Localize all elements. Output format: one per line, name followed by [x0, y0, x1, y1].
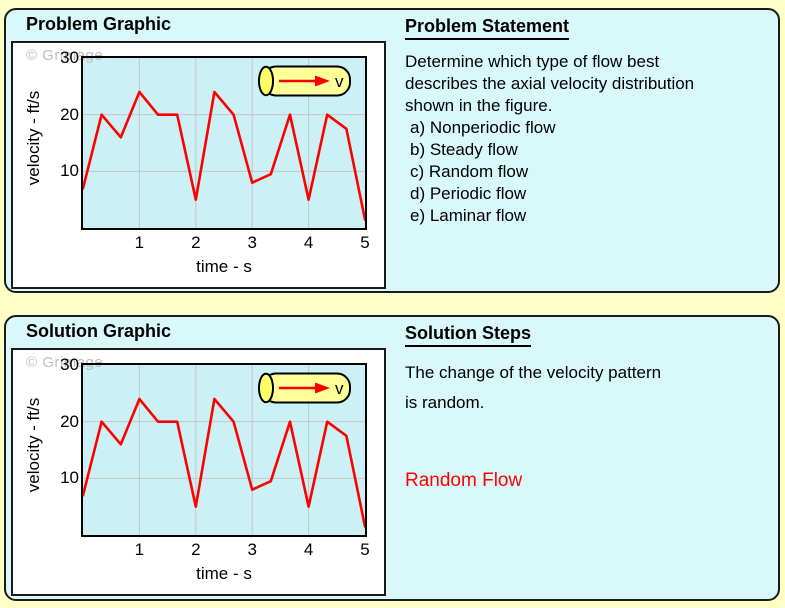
pipe-end-ellipse	[258, 65, 274, 97]
y-axis-label: velocity - ft/s	[24, 397, 43, 493]
problem-panel: Problem Graphic © Grimage velocity - ft/…	[4, 8, 780, 293]
y-tick-label: 30	[60, 48, 79, 67]
velocity-time-line-chart	[83, 58, 365, 228]
velocity-series-line	[83, 399, 365, 527]
steps-line: The change of the velocity pattern	[405, 363, 662, 382]
answer-option: d) Periodic flow	[410, 184, 527, 203]
answer-option: e) Laminar flow	[410, 206, 527, 225]
problem-statement-title: Problem Statement	[405, 16, 570, 40]
plot-area: v	[83, 365, 365, 535]
solution-steps-text: The change of the velocity pattern is ran…	[405, 358, 773, 418]
problem-graphic-title: Problem Graphic	[26, 14, 172, 34]
y-tick-label: 30	[60, 355, 79, 374]
solution-graphic-title: Solution Graphic	[26, 321, 172, 341]
watermark: © Grimage	[26, 354, 104, 371]
steps-line: is random.	[405, 393, 485, 412]
y-tick-label: 10	[60, 468, 79, 488]
y-tick-label: 20	[60, 411, 79, 431]
x-tick-label: 3	[247, 233, 257, 252]
statement-line: Determine which type of flow best	[405, 52, 660, 71]
solution-steps-section: Solution Steps The change of the velocit…	[405, 323, 773, 492]
watermark: © Grimage	[26, 47, 104, 64]
y-tick-label: 20	[60, 104, 79, 124]
answer-options: a) Nonperiodic flow b) Steady flow c) Rand…	[405, 117, 773, 227]
x-tick-label: 1	[134, 540, 145, 559]
x-axis-label: time - s	[196, 564, 252, 583]
problem-statement-section: Problem Statement Determine which type o…	[405, 16, 773, 227]
solution-answer: Random Flow	[405, 470, 523, 491]
y-axis-label: velocity - ft/s	[24, 90, 43, 186]
solution-steps-title: Solution Steps	[405, 323, 531, 347]
x-tick-label: 4	[303, 233, 314, 252]
x-tick-label: 5	[360, 540, 370, 559]
solution-panel: Solution Graphic © Grimage velocity - ft…	[4, 315, 780, 601]
velocity-arrow-head	[315, 382, 330, 394]
x-axis-label: time - s	[196, 257, 252, 276]
x-tick-label: 3	[247, 540, 257, 559]
x-tick-label: 2	[191, 233, 201, 252]
pipe-flow-icon: v	[256, 65, 352, 97]
answer-option: a) Nonperiodic flow	[410, 118, 556, 137]
x-tick-label: 1	[134, 233, 145, 252]
velocity-series-line	[83, 92, 365, 220]
statement-line: shown in the figure.	[405, 96, 553, 115]
answer-option: c) Random flow	[410, 162, 529, 181]
problem-statement-text: Determine which type of flow best describ…	[405, 51, 773, 117]
velocity-arrow-head	[315, 75, 330, 87]
pipe-end-ellipse	[258, 372, 274, 404]
problem-chart: © Grimage velocity - ft/s v 10 20 30 1 2 3 4 5…	[11, 41, 386, 289]
x-tick-label: 4	[303, 540, 314, 559]
x-tick-label: 2	[191, 540, 201, 559]
solution-chart: © Grimage velocity - ft/s v 10 20 30 1 2 3 4 5…	[11, 348, 386, 596]
pipe-velocity-label: v	[335, 72, 344, 91]
statement-line: describes the axial velocity distributio…	[405, 74, 695, 93]
y-tick-label: 10	[60, 161, 79, 181]
pipe-flow-icon: v	[256, 372, 352, 404]
pipe-velocity-label: v	[335, 379, 344, 398]
x-tick-label: 5	[360, 233, 370, 252]
answer-option: b) Steady flow	[410, 140, 518, 159]
plot-area: v	[83, 58, 365, 228]
